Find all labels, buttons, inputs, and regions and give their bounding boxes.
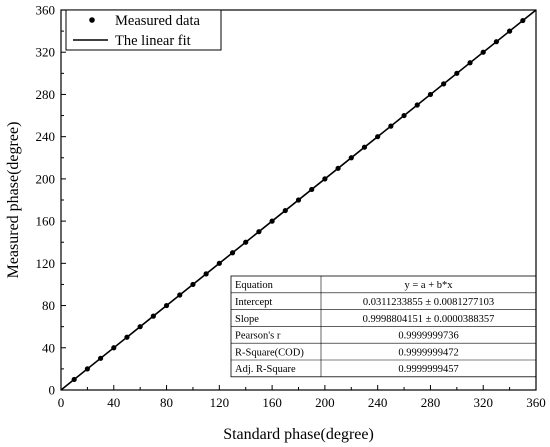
data-point: [309, 186, 315, 193]
data-point: [216, 260, 222, 266]
y-tick-label: 240: [36, 129, 56, 144]
fit-table-value: y = a + b*x: [404, 280, 453, 291]
data-point: [427, 91, 434, 98]
ticks-layer: 0 40 80 120 160 200 240 280 320 360 0 40 80 120 160 200…: [36, 3, 546, 411]
data-point: [335, 165, 341, 171]
legend-box: [65, 9, 222, 51]
legend-marker-measured: [89, 17, 95, 23]
x-tick-label: 320: [473, 395, 493, 410]
y-tick-label: 160: [36, 214, 56, 229]
legend-label-measured: Measured data: [115, 13, 201, 29]
data-point: [454, 70, 460, 76]
y-tick-label: 40: [42, 340, 55, 355]
data-point: [441, 81, 447, 87]
fit-table-label: Pearson's r: [235, 331, 281, 342]
x-tick-label: 360: [526, 395, 546, 410]
x-tick-label: 0: [58, 395, 65, 410]
data-point: [84, 366, 90, 372]
x-axis-title: Standard phase(degree): [223, 426, 374, 443]
data-point: [375, 134, 381, 140]
y-tick-label: 120: [36, 256, 56, 271]
data-point: [203, 271, 209, 277]
fit-table-value: 0.9999999472: [398, 347, 458, 358]
data-point: [282, 207, 288, 214]
data-point: [190, 281, 196, 288]
data-point: [243, 239, 249, 245]
y-tick-label: 280: [36, 87, 56, 102]
x-tick-label: 80: [160, 395, 173, 410]
x-tick-label: 280: [421, 395, 441, 410]
y-tick-label: 360: [36, 3, 56, 18]
data-point: [97, 355, 104, 361]
x-tick-label: 240: [368, 395, 388, 410]
data-point: [414, 102, 420, 108]
data-point: [269, 218, 275, 224]
data-point: [467, 60, 473, 66]
fit-table-label: Adj. R-Square: [235, 364, 296, 375]
x-tick-label: 120: [210, 395, 230, 410]
y-tick-label: 200: [36, 171, 56, 186]
data-point: [322, 176, 328, 182]
data-point: [124, 334, 130, 340]
y-axis-title: Measured phase(degree): [5, 122, 22, 279]
y-tick-label: 80: [42, 298, 55, 313]
data-point: [137, 324, 143, 330]
data-point: [71, 376, 77, 383]
data-point: [111, 345, 117, 351]
fit-table-label: Intercept: [235, 297, 272, 308]
data-point: [163, 302, 170, 309]
data-point: [507, 28, 513, 34]
x-tick-label: 200: [315, 395, 335, 410]
data-point: [229, 250, 236, 256]
fit-table-value: 0.9999999457: [398, 364, 458, 375]
data-point: [348, 155, 354, 161]
data-point: [361, 144, 368, 150]
y-tick-label: 0: [49, 383, 56, 398]
data-point: [520, 17, 526, 24]
fit-table-value: 0.0311233855 ± 0.0081277103: [363, 297, 494, 308]
data-point: [480, 49, 486, 55]
legend-label-fit: The linear fit: [115, 33, 191, 49]
data-point: [388, 123, 394, 129]
data-point: [493, 39, 500, 45]
data-point: [256, 229, 262, 235]
fit-results-table: Equation y = a + b*x Intercept 0.0311233855…: [230, 275, 537, 378]
fit-table-label: R-Square(COD): [235, 347, 304, 358]
data-point: [177, 292, 183, 298]
fit-table-value: 0.9998804151 ± 0.0000388357: [363, 314, 495, 325]
fit-table-value: 0.9999999736: [398, 331, 458, 342]
data-point: [150, 313, 156, 319]
y-tick-label: 320: [36, 45, 56, 60]
data-point: [295, 197, 302, 203]
x-tick-label: 40: [107, 395, 120, 410]
x-tick-label: 160: [262, 395, 282, 410]
legend: Measured data The linear fit: [65, 9, 222, 51]
data-point: [401, 112, 407, 119]
fit-table-label: Equation: [235, 280, 274, 291]
fit-table-label: Slope: [235, 314, 259, 325]
points-layer: [71, 17, 526, 383]
